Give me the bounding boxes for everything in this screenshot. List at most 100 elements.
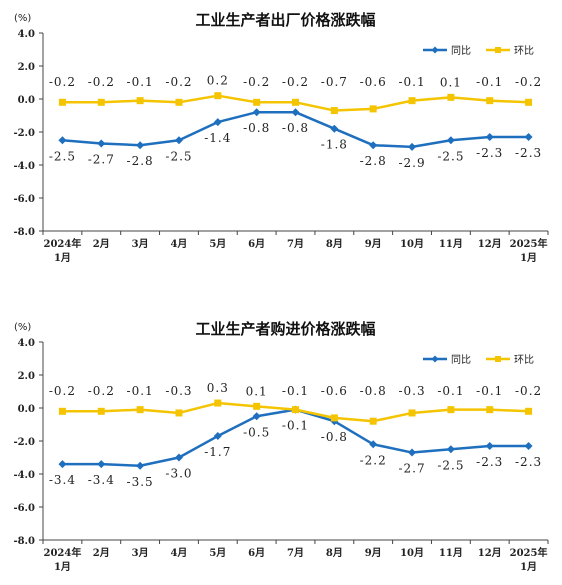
data-point [369,141,378,150]
legend-label: 同比 [451,354,471,366]
data-label: -0.8 [282,121,309,135]
data-point [175,98,183,106]
y-tick-label: 0.0 [18,95,35,106]
y-tick-label: -4.0 [13,161,35,172]
y-tick-label: -2.0 [13,128,35,139]
series-2: -0.2 -0.2 -0.1 -0.3 0.3 0.1 -0.1 -0.6 -0.8 -0.3 -0… [49,381,542,425]
data-label: -0.2 [515,384,542,398]
data-label: -2.5 [165,149,192,163]
data-label: -0.1 [476,75,503,89]
legend-marker [431,46,439,54]
data-point [408,97,416,105]
data-point [525,407,533,415]
data-label: -0.2 [88,75,115,89]
data-point [136,97,144,105]
data-label: -2.7 [398,462,425,476]
data-label: -0.1 [282,419,309,433]
x-tick-label: 11月 [439,547,463,559]
data-point [174,453,183,462]
data-point [486,406,494,414]
data-label: -2.3 [515,146,542,160]
data-point [408,142,417,151]
x-tick-label: 2月 [93,238,110,250]
data-point [485,132,494,141]
legend-marker [495,47,501,53]
data-point [369,440,378,449]
data-point [214,92,222,100]
x-tick-label: 9月 [365,547,382,559]
legend-marker [495,356,501,362]
x-tick-label: 5月 [209,238,226,250]
y-tick-label: -8.0 [13,536,35,547]
data-label: -0.2 [49,75,76,89]
data-label: -2.3 [476,146,503,160]
data-label: -0.2 [515,75,542,89]
data-point [214,399,222,407]
data-label: 0.1 [440,75,462,89]
legend-item-1: 同比 [423,354,471,366]
data-label: -3.4 [88,473,115,487]
data-label: -0.1 [282,384,309,398]
x-tick-label: 3月 [132,238,149,250]
chart-title: 工业生产者购进价格涨跌幅 [195,320,375,338]
data-label: -0.1 [127,384,154,398]
y-unit-label: (%) [14,322,31,333]
x-tick-label: 6月 [248,547,265,559]
y-tick-label: -4.0 [13,470,35,481]
data-point [58,460,67,469]
data-point [253,402,261,410]
x-tick-label: 12月 [478,238,502,250]
x-tick-label: 8月 [326,238,343,250]
x-tick-label: 9月 [365,238,382,250]
x-tick-label: 10月 [400,238,424,250]
y-unit-label: (%) [14,13,31,24]
x-tick-label: 2024年 1月 [44,237,82,264]
series-1: -2.5 -2.7 -2.8 -2.5 -1.4 -0.8 -0.8 -1.8 -2.8 -2.9… [49,108,542,170]
data-label: -1.7 [204,445,231,459]
data-label: -3.0 [165,467,192,481]
data-point [97,98,105,106]
data-label: -2.5 [437,458,464,472]
data-point [408,409,416,417]
data-point [253,98,261,106]
chart-2: 工业生产者购进价格涨跌幅 (%) 4.0 2.0 0.0 -2.0 -4.0 -6.0 -8.0… [13,320,549,573]
data-label: 0.1 [246,384,268,398]
data-point [408,448,417,457]
data-label: -2.7 [88,153,115,167]
data-label: -2.3 [476,455,503,469]
data-point [58,136,67,145]
data-label: -3.4 [49,473,76,487]
x-tick-label: 2025年 1月 [510,546,548,573]
data-label: -0.5 [243,425,270,439]
data-label: -0.1 [476,384,503,398]
data-label: -0.2 [165,75,192,89]
data-point [486,97,494,105]
data-point [136,141,145,150]
data-label: -0.1 [127,75,154,89]
legend-marker [431,355,439,363]
data-point [447,93,455,101]
y-tick-label: 0.0 [18,404,35,415]
data-label: -1.4 [204,131,231,145]
series-1: -3.4 -3.4 -3.5 -3.0 -1.7 -0.5 -0.1 -0.8 -2.2 -2.7… [49,405,541,489]
y-tick-label: -6.0 [13,503,35,514]
data-label: -0.2 [243,75,270,89]
data-point [213,432,222,441]
x-tick-label: 2月 [93,547,110,559]
data-label: -0.3 [165,384,192,398]
y-tick-label: -2.0 [13,437,35,448]
data-point [252,412,261,421]
data-point [174,136,183,145]
y-tick-label: -6.0 [13,194,35,205]
x-tick-label: 2025年 1月 [510,237,548,264]
data-point [136,406,144,414]
data-label: -0.1 [437,384,464,398]
data-point [446,445,455,454]
data-label: -1.8 [321,138,348,152]
data-label: -0.2 [49,384,76,398]
data-label: -0.8 [243,121,270,135]
data-label: -2.5 [49,149,76,163]
data-point [524,441,533,450]
data-label: -0.1 [398,75,425,89]
